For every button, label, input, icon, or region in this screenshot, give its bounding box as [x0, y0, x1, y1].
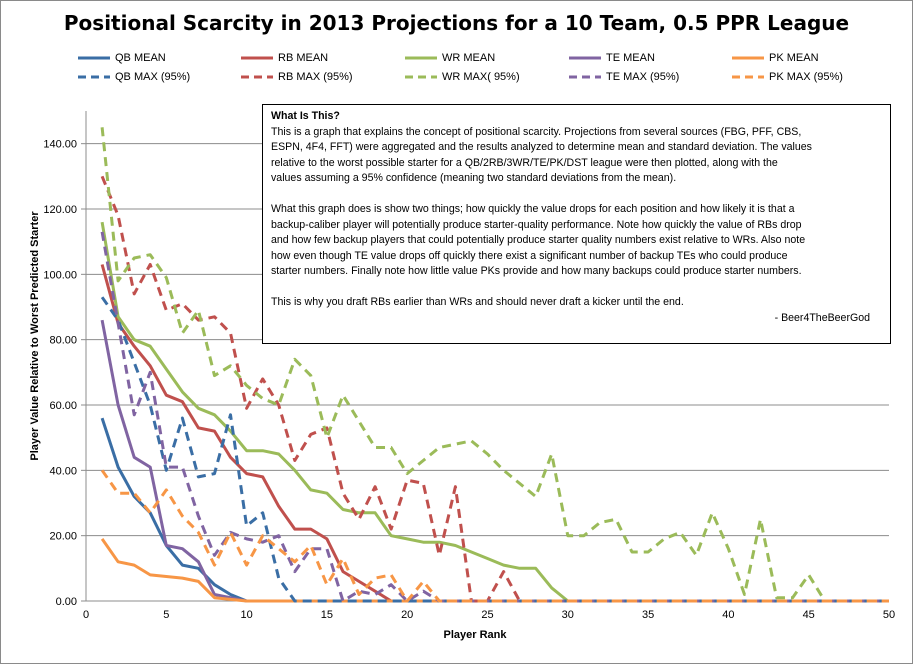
- explanation-textbox: What Is This? This is a graph that expla…: [262, 104, 891, 344]
- legend-label: PK MAX (95%): [769, 71, 843, 83]
- legend-label: TE MEAN: [606, 52, 655, 64]
- x-tick-label: 15: [321, 609, 333, 621]
- note-line: how even though TE value drops off quick…: [271, 249, 788, 262]
- x-tick-label: 35: [642, 609, 654, 621]
- legend-label: WR MEAN: [442, 52, 496, 64]
- note-line: This is a graph that explains the concep…: [271, 125, 802, 138]
- y-tick-label: 20.00: [49, 531, 77, 543]
- x-tick-label: 40: [722, 609, 734, 621]
- legend-label: TE MAX (95%): [606, 71, 680, 83]
- legend-swatch: [732, 75, 764, 79]
- note-line: relative to the worst possible starter f…: [271, 156, 778, 169]
- note-line: and how few backup players that could po…: [271, 234, 806, 247]
- legend-swatch: [405, 75, 437, 79]
- y-axis-title: Player Value Relative to Worst Predicted…: [29, 211, 41, 461]
- x-tick-label: 0: [83, 609, 89, 621]
- legend-label: RB MEAN: [278, 52, 329, 64]
- y-tick-label: 40.00: [49, 465, 77, 477]
- x-tick-label: 5: [163, 609, 169, 621]
- legend-label: WR MAX( 95%): [442, 71, 520, 83]
- note-signature: - Beer4TheBeerGod: [774, 311, 870, 324]
- legend-label: QB MAX (95%): [115, 71, 191, 83]
- legend-swatch: [732, 56, 764, 60]
- note-line: What this graph does is show two things;…: [271, 202, 795, 215]
- legend-swatch: [569, 75, 601, 79]
- note-line: This is why you draft RBs earlier than W…: [271, 295, 684, 308]
- x-tick-label: 50: [883, 609, 895, 621]
- note-title: What Is This?: [271, 110, 340, 122]
- legend: QB MEAN QB MAX (95%) RB MEAN RB MAX (95%) WR…: [0, 0, 913, 90]
- note-line: values assuming a 95% confidence (meanin…: [271, 172, 677, 185]
- y-tick-label: 120.00: [43, 204, 77, 216]
- x-tick-label: 10: [240, 609, 252, 621]
- y-tick-label: 100.00: [43, 269, 77, 281]
- legend-swatch: [78, 56, 110, 60]
- legend-label: QB MEAN: [115, 52, 166, 64]
- y-tick-label: 140.00: [43, 139, 77, 151]
- legend-swatch: [78, 75, 110, 79]
- x-axis-title: Player Rank: [443, 629, 507, 641]
- y-tick-label: 80.00: [49, 335, 77, 347]
- legend-swatch: [405, 56, 437, 60]
- note-line: ESPN, 4F4, FFT) were aggregated and the …: [271, 141, 812, 154]
- series-line-wr-max-95: [100, 127, 889, 603]
- legend-swatch: [569, 56, 601, 60]
- note-line: starter numbers. Finally note how little…: [271, 265, 802, 278]
- y-tick-label: 60.00: [49, 400, 77, 412]
- series-line-pk-max-95: [100, 469, 889, 603]
- legend-swatch: [241, 56, 273, 60]
- series-line-rb-max-95: [100, 175, 889, 603]
- x-tick-label: 30: [562, 609, 574, 621]
- chart-title: Positional Scarcity in 2013 Projections …: [63, 11, 850, 35]
- x-tick-label: 20: [401, 609, 413, 621]
- x-tick-label: 25: [481, 609, 493, 621]
- legend-label: RB MAX (95%): [278, 71, 353, 83]
- x-tick-label: 45: [803, 609, 815, 621]
- legend-swatch: [241, 75, 273, 79]
- legend-label: PK MEAN: [769, 52, 819, 64]
- note-line: backup-caliber player will potentially p…: [271, 218, 802, 231]
- y-tick-label: 0.00: [56, 596, 77, 608]
